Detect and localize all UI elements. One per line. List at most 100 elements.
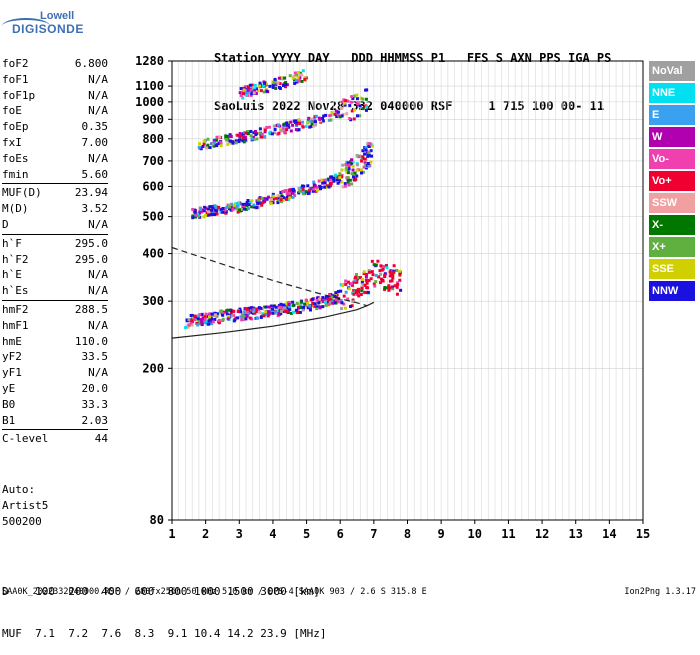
param-separator [2,233,108,235]
echo-point [212,141,216,145]
echo-point [274,310,278,314]
param-name: hmE [2,334,22,348]
param-name: yE [2,381,16,395]
echo-point [295,80,299,84]
param-row: hmF2 288.5 [2,302,108,318]
param-name: yF1 [2,366,22,380]
echo-point [282,196,286,200]
echo-point [342,302,346,306]
y-tick-label: 400 [142,247,164,261]
echo-point [363,157,367,161]
param-name: hmF1 [2,318,29,332]
param-row: M(D) 3.52 [2,201,108,217]
echo-point [348,178,352,182]
echo-point [242,86,246,90]
echo-point [279,191,283,195]
echo-point [361,156,365,160]
param-name: h`Es [2,284,29,298]
echo-point [206,322,210,326]
param-value: 5.60 [81,167,109,181]
echo-point [283,130,287,134]
echo-point [252,308,256,312]
echo-point [214,205,218,209]
echo-point [338,115,342,119]
echo-point [398,273,402,277]
echo-point [288,191,292,195]
echo-point [366,290,370,294]
echo-point [297,191,301,195]
echo-point [190,319,194,323]
echo-point [346,297,350,301]
echo-point [237,202,241,206]
echo-point [279,310,283,314]
echo-point [388,286,392,290]
echo-point [324,113,328,117]
echo-point [255,206,259,210]
echo-point [240,318,244,322]
echo-point [269,307,273,311]
echo-point [319,186,323,190]
echo-point [341,112,345,116]
echo-point [263,135,267,139]
echo-point [321,296,325,300]
echo-point [308,125,312,129]
echo-point [203,315,207,319]
echo-point [362,270,366,274]
echo-point [218,135,222,139]
echo-point [315,296,319,300]
echo-point [232,309,236,313]
param-row: C-level 44 [2,431,108,447]
echo-point [299,186,303,190]
echo-point [313,120,317,124]
echo-point [250,137,254,141]
echo-point [206,213,210,217]
echo-point [374,280,378,284]
scaled-parameters-panel: foF2 6.800 foF1 N/A foF1p N/A foE N/A foEp 0.35 fx… [2,56,108,447]
echo-point [299,300,303,304]
echo-point [351,164,355,168]
echo-point [341,163,345,167]
echo-point [260,196,264,200]
echo-point [362,272,366,276]
param-name: foF2 [2,57,29,70]
echo-point [272,124,276,128]
echo-point [193,208,197,212]
echo-point [271,83,275,87]
echo-point [292,74,296,78]
echo-point [352,117,356,121]
echo-point [317,301,321,305]
echo-point [208,146,212,150]
echo-point [268,84,272,88]
echo-point [340,168,344,172]
echo-point [353,171,357,175]
echo-point [351,300,355,304]
echo-point [339,289,343,293]
echo-point [279,312,283,316]
echo-point [321,116,325,120]
param-separator [2,183,108,185]
echo-point [298,122,302,126]
echo-points [184,69,403,329]
echo-point [254,307,258,311]
echo-point [301,308,305,312]
y-tick-label: 1280 [135,54,164,68]
echo-point [255,200,259,204]
param-value: 0.35 [81,120,109,134]
echo-point [358,104,362,108]
param-value: N/A [88,268,108,282]
echo-point [257,307,261,311]
echo-point [254,87,258,91]
echo-point [206,137,210,141]
echo-point [276,123,280,127]
echo-point [346,176,350,180]
auto-label: Auto: [2,483,36,496]
echo-point [338,172,342,176]
param-row: hmE 110.0 [2,334,108,350]
echo-point [200,210,204,214]
echo-point [261,83,265,87]
param-row: foF2 6.800 [2,56,108,72]
echo-point [366,142,370,146]
echo-point [329,175,333,179]
echo-point [279,302,283,306]
echo-point [287,301,291,305]
